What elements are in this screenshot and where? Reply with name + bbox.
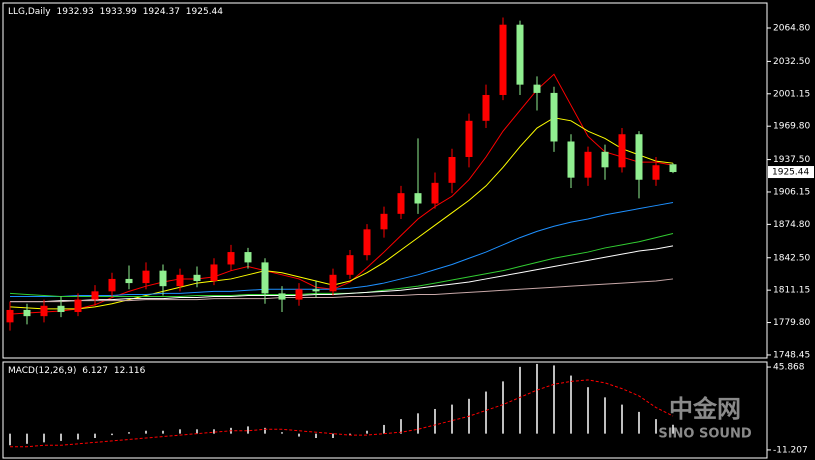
- candle-body: [227, 252, 235, 265]
- y-tick-label: 2032.50: [773, 57, 810, 67]
- candle-body: [584, 151, 592, 178]
- candle-body: [635, 134, 643, 180]
- candle-body: [567, 141, 575, 178]
- moving-average: [9, 73, 674, 315]
- moving-average: [10, 201, 674, 298]
- candle-body: [397, 193, 405, 214]
- y-tick-label: 1748.45: [773, 350, 810, 360]
- moving-average: [9, 232, 674, 298]
- candle-body: [91, 291, 99, 300]
- candle-body: [125, 278, 133, 284]
- candle-body: [193, 274, 201, 282]
- signal-last: 12.116: [114, 366, 146, 376]
- last-close: 1925.44: [186, 7, 223, 17]
- candle-body: [414, 193, 422, 204]
- candle-body: [448, 156, 456, 183]
- candle-body: [329, 274, 337, 292]
- y-tick-label: 2064.80: [773, 24, 810, 34]
- candle-body: [346, 255, 354, 275]
- symbol-title: LLG,Daily: [8, 7, 51, 17]
- last-high: 1933.99: [100, 7, 137, 17]
- candle-body: [176, 274, 184, 287]
- y-tick-label: 1906.15: [773, 187, 810, 197]
- candle-body: [74, 299, 82, 313]
- candle-body: [516, 24, 524, 85]
- y-tick-label: 1874.80: [773, 220, 810, 230]
- candle-body: [380, 213, 388, 230]
- candle-body: [159, 270, 167, 287]
- signal-line: [10, 379, 674, 448]
- watermark-en: SINO SOUND: [658, 427, 752, 442]
- candle-body: [40, 305, 48, 317]
- y-tick-label: 2001.15: [773, 89, 810, 99]
- candle-body: [482, 94, 490, 121]
- main-panel: [2, 2, 768, 359]
- candle-body: [278, 293, 286, 300]
- candle-body: [669, 164, 677, 173]
- macd-last: 6.127: [82, 366, 108, 376]
- price-tag-bg: [768, 166, 814, 179]
- moving-average: [10, 245, 674, 303]
- candle-body: [210, 264, 218, 282]
- macd-header: MACD(12,26,9) 6.127 12.116: [8, 366, 146, 376]
- y-tick-label: -11.207: [773, 445, 808, 455]
- macd-panel: [2, 361, 768, 459]
- candle-body: [550, 92, 558, 142]
- candle-body: [533, 84, 541, 93]
- candle-body: [312, 289, 320, 292]
- candle-body: [23, 309, 31, 317]
- y-tick-label: 45.868: [773, 363, 805, 373]
- candle-body: [465, 120, 473, 157]
- y-tick-label: 1842.50: [773, 253, 810, 263]
- macd-title: MACD(12,26,9): [8, 366, 76, 376]
- y-tick-label: 1969.80: [773, 122, 810, 132]
- candle-body: [108, 278, 116, 292]
- last-open: 1932.93: [57, 7, 94, 17]
- candle-body: [261, 262, 269, 294]
- candle-body: [431, 182, 439, 204]
- y-tick-label: 1779.80: [773, 318, 810, 328]
- chart-header: LLG,Daily 1932.93 1933.99 1924.37 1925.4…: [8, 7, 223, 17]
- moving-average: [10, 278, 674, 303]
- watermark-cn: 中金网: [669, 395, 741, 423]
- candle-body: [652, 165, 660, 180]
- candle-body: [601, 151, 609, 168]
- candle-body: [618, 134, 626, 168]
- candle-body: [6, 309, 14, 323]
- candle-body: [295, 289, 303, 300]
- y-tick-label: 1811.15: [773, 286, 810, 296]
- candle-body: [142, 270, 150, 284]
- candle-body: [244, 252, 252, 263]
- candle-body: [363, 229, 371, 256]
- last-low: 1924.37: [143, 7, 180, 17]
- moving-average: [9, 117, 674, 310]
- y-tick-label: 1937.50: [773, 155, 810, 165]
- price-tag: 1925.44: [772, 168, 809, 178]
- candle-body: [57, 305, 65, 313]
- candle-body: [499, 24, 507, 95]
